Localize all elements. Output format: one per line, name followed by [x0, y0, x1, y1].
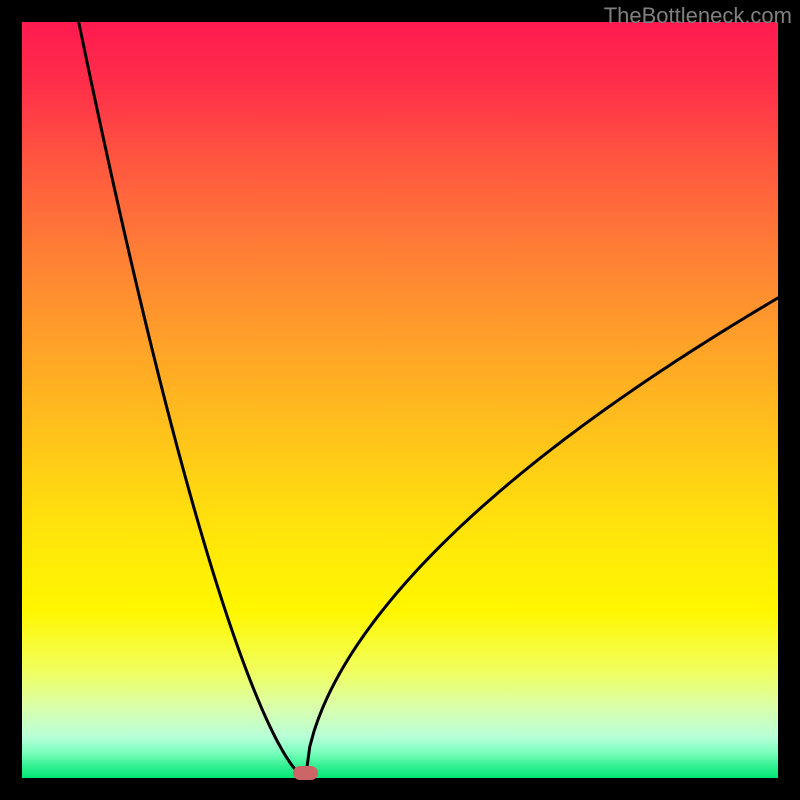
plot-area [22, 22, 778, 778]
chart-container: TheBottleneck.com [0, 0, 800, 800]
minimum-marker [293, 766, 318, 780]
gradient-background [22, 22, 778, 778]
watermark-text: TheBottleneck.com [604, 3, 792, 29]
